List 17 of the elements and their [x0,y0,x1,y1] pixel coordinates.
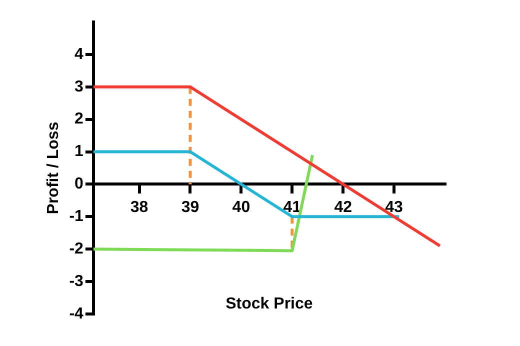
y-tick-label: 3 [74,78,84,96]
x-tick-label: 41 [283,199,302,216]
y-tick-label: -4 [69,305,84,322]
y-tick-label: -1 [69,208,84,226]
x-tick-label: 40 [232,199,250,216]
y-tick-label: -2 [69,240,84,258]
y-tick-label: 4 [74,46,84,63]
y-tick-label: -3 [69,272,84,290]
x-tick-label: 39 [181,199,200,216]
x-axis-title: Stock Price [226,295,313,312]
x-tick-label: 42 [334,199,352,216]
y-tick-label: 0 [74,176,84,193]
y-tick-label: 2 [74,110,84,128]
x-tick-label: 43 [385,199,404,216]
y-axis-title: Profit / Loss [45,122,62,214]
x-tick-label: 38 [130,199,148,216]
y-tick-label: 1 [74,143,84,160]
